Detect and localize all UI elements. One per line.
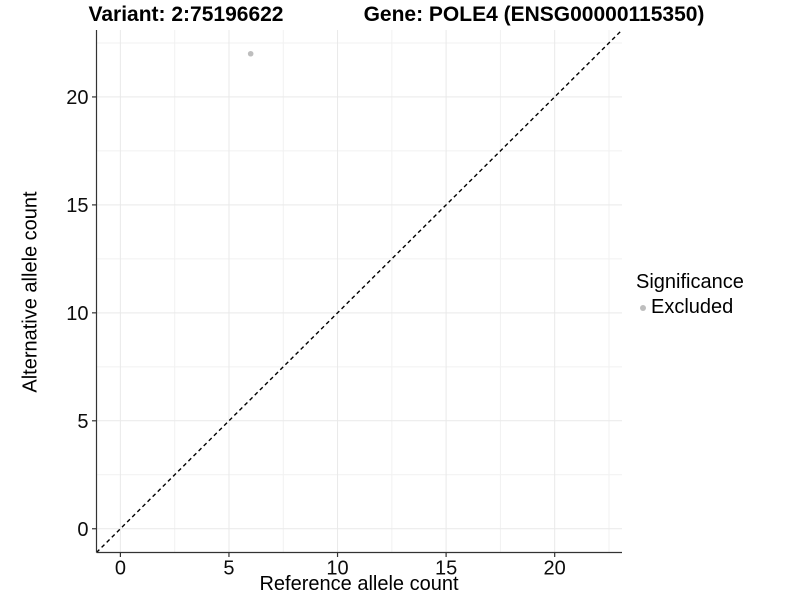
x-tick-label: 15 [435, 558, 457, 580]
x-tick-label: 10 [326, 558, 348, 580]
x-tick-label: 20 [544, 558, 566, 580]
y-tick-label: 20 [66, 87, 88, 109]
legend-title: Significance [636, 271, 744, 293]
y-tick-label: 10 [66, 303, 88, 325]
data-point [247, 50, 254, 57]
legend-item-excluded: Excluded [636, 296, 744, 319]
plot-title-gene: Gene: POLE4 (ENSG00000115350) [363, 3, 705, 26]
x-tick-label: 0 [115, 558, 126, 580]
y-tick-label: 0 [77, 519, 88, 541]
legend: Significance Excluded [636, 271, 744, 319]
y-tick-label: 5 [77, 411, 88, 433]
legend-marker-circle-icon [640, 304, 646, 311]
legend-item-label: Excluded [651, 296, 734, 318]
x-axis-title: Reference allele count [259, 573, 459, 595]
y-axis-title: Alternative allele count [19, 191, 42, 393]
identity-dashed-line [96, 29, 623, 553]
y-tick-label: 15 [66, 195, 88, 217]
x-tick-label: 5 [223, 558, 234, 580]
plot-title-variant: Variant: 2:75196622 [88, 3, 284, 26]
